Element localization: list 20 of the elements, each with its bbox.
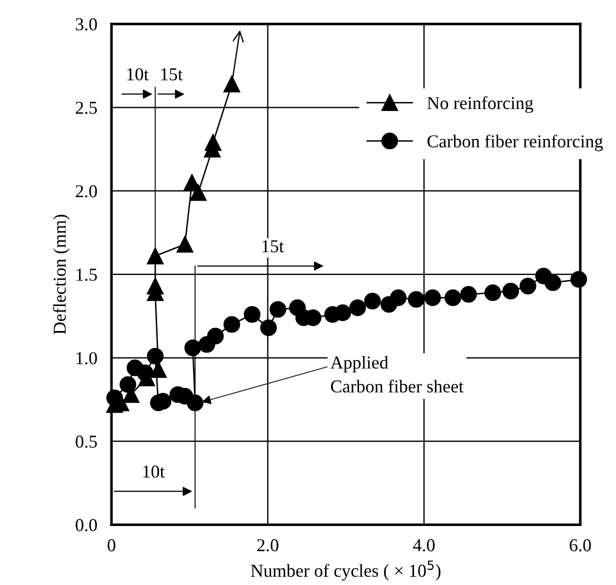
y-tick-label: 2.5 <box>76 102 97 114</box>
y-tick-label: 2.0 <box>76 185 97 198</box>
x-tick-label: 6.0 <box>570 539 591 552</box>
x-tick-label: 0 <box>108 539 116 552</box>
annotation: 10t <box>127 68 149 80</box>
annotation: 10t <box>143 465 165 478</box>
x-axis-title: Number of cycles ( × 10$^{5}$) <box>250 560 440 581</box>
legend-label: No reinforcing <box>427 96 534 113</box>
y-tick-label: 1.5 <box>76 268 97 281</box>
y-tick-label: 1.0 <box>76 352 97 364</box>
y-tick-label: 3.0 <box>76 18 97 31</box>
y-tick-label: 0.0 <box>76 519 97 532</box>
y-tick-label: 0.5 <box>76 436 97 448</box>
legend-label: Carbon fiber reinforcing <box>427 134 603 152</box>
x-tick-label: 2.0 <box>257 539 278 552</box>
annotation: 15t <box>262 240 284 252</box>
y-axis-title: Deflection (mm) <box>52 214 70 334</box>
x-tick-label: 4.0 <box>413 539 435 552</box>
annotation: 15t <box>161 68 183 80</box>
annotation: Applied Carbon fiber sheet <box>330 356 464 393</box>
